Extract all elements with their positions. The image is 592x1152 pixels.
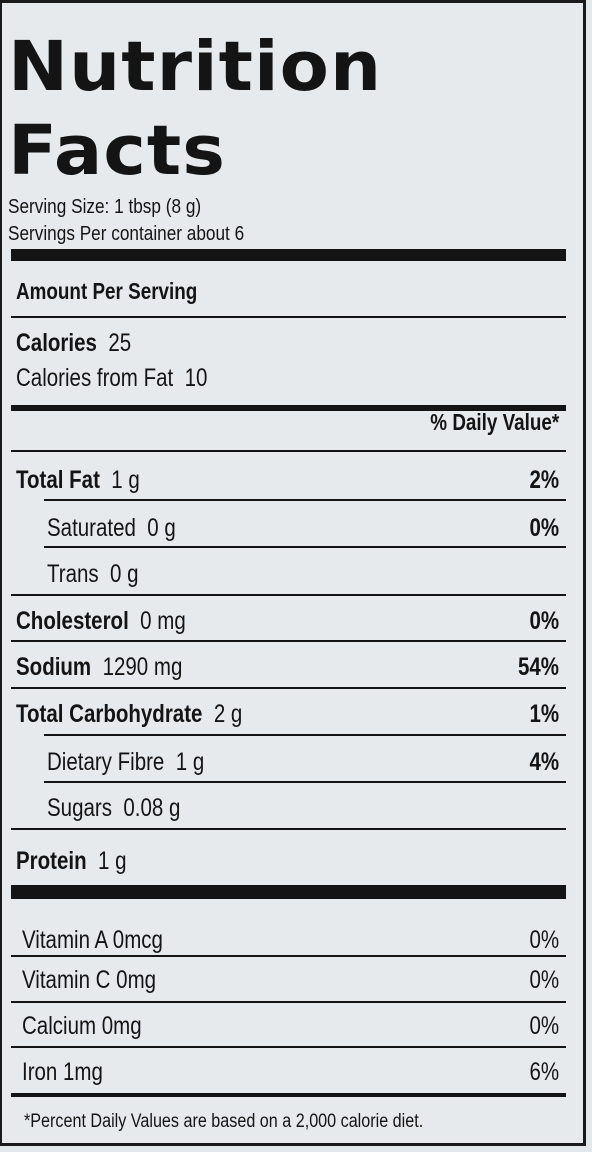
nutrient-row-sodium: Sodium 1290 mg 54% [16,653,559,681]
calories-value: 25 [108,329,132,357]
nutrient-row-cholesterol: Cholesterol 0 mg 0% [16,607,559,635]
vitamin-row-c: Vitamin C 0mg 0% [22,966,559,994]
label-title: Nutrition Facts [8,25,382,193]
footnote: *Percent Daily Values are based on a 2,0… [24,1111,424,1132]
title-line-2: Facts [8,111,226,191]
calories-from-fat-row: Calories from Fat 10 [16,358,559,398]
vitamin-row-a: Vitamin A 0mcg 0% [22,926,559,954]
vitamin-row-calcium: Calcium 0mg 0% [22,1012,559,1040]
daily-value-header-row: % Daily Value* [16,402,559,442]
calories-label: Calories [16,329,97,357]
nutrient-row-saturated: Saturated 0 g 0% [47,514,559,542]
divider [44,734,566,736]
bottom-rule [11,1093,566,1097]
amount-per-serving: Amount Per Serving [16,278,198,304]
serving-size: Serving Size: 1 tbsp (8 g) [8,196,202,218]
calories-from-fat-label: Calories from Fat [16,364,174,392]
thick-rule [11,885,566,899]
divider [11,450,566,452]
divider [44,546,566,548]
nutrient-row-protein: Protein 1 g [16,847,127,875]
divider [11,594,566,596]
divider [11,316,566,318]
nutrient-row-total-carbohydrate: Total Carbohydrate 2 g 1% [16,700,559,728]
divider [11,640,566,642]
divider [11,1046,566,1048]
nutrient-row-dietary-fibre: Dietary Fibre 1 g 4% [47,748,559,776]
nutrient-row-total-fat: Total Fat 1 g 2% [16,466,559,494]
vitamin-row-iron: Iron 1mg 6% [22,1058,559,1086]
nutrient-row-sugars: Sugars 0.08 g [47,794,181,822]
calories-row: Calories 25 [16,323,559,363]
title-line-1: Nutrition [8,27,383,107]
servings-per-container: Servings Per container about 6 [8,223,245,245]
calories-from-fat-value: 10 [184,364,208,392]
nutrient-row-trans: Trans 0 g [47,560,139,588]
medium-rule [11,405,566,411]
divider [11,687,566,689]
daily-value-header: % Daily Value* [430,409,559,435]
thick-rule [11,249,566,261]
divider [44,781,566,783]
divider [11,1001,566,1003]
divider [44,499,566,501]
divider [11,828,566,830]
divider [11,955,566,957]
